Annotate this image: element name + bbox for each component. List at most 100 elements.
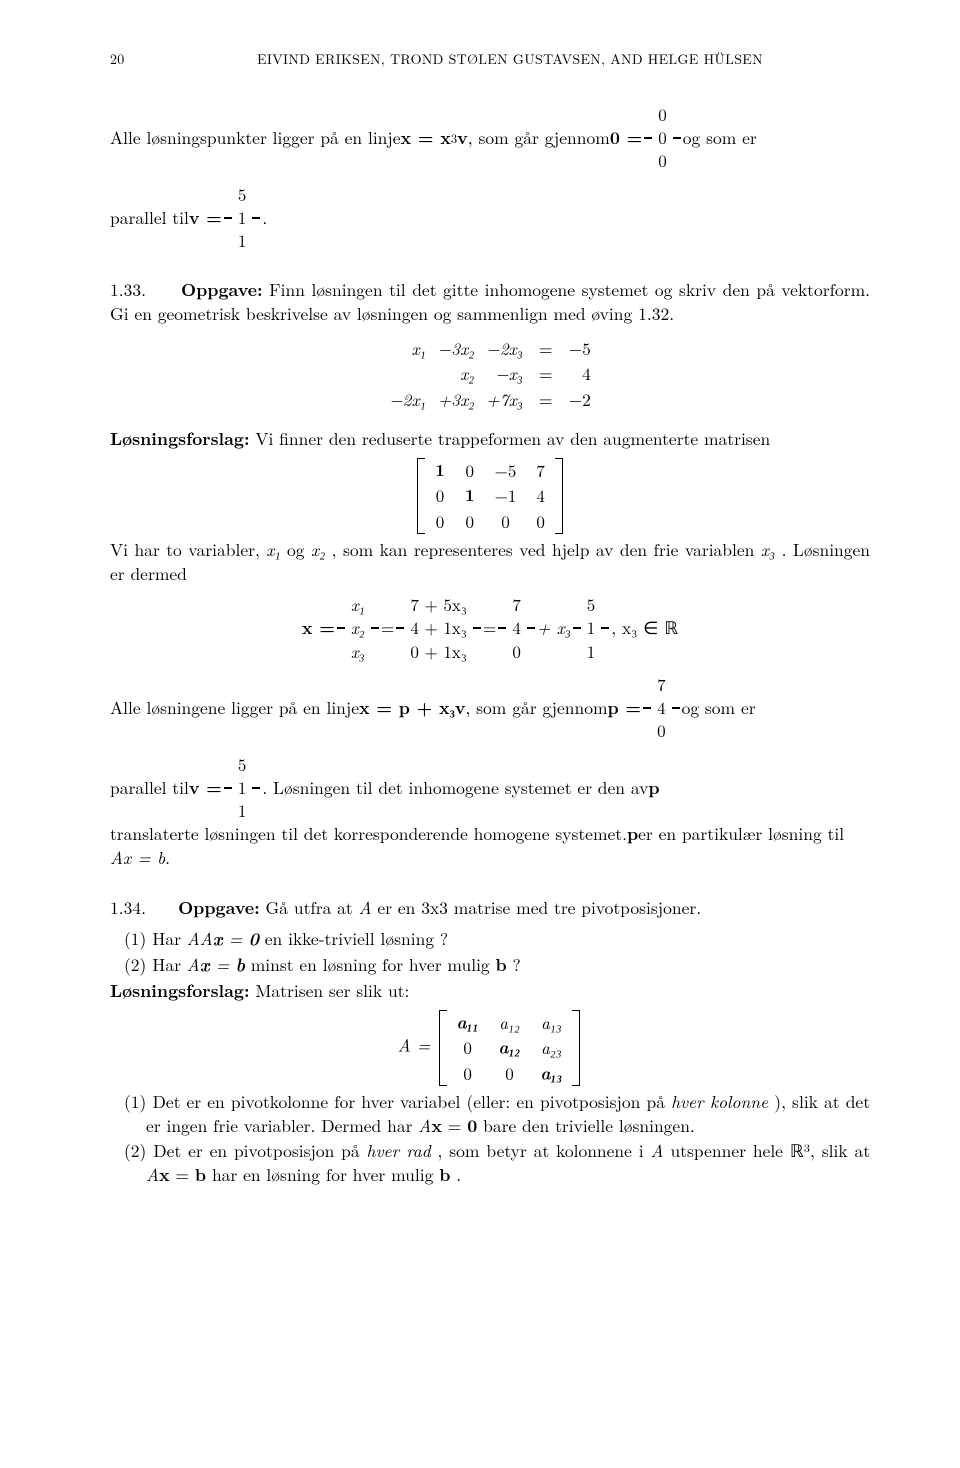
- cell: a₁₃: [530, 1061, 572, 1086]
- cell: 7: [526, 458, 555, 483]
- cell: 7: [506, 593, 527, 616]
- cell: a₂₃: [530, 1035, 572, 1060]
- vec-sym: x₁ x₂ x₃: [337, 593, 379, 663]
- cell: a₁₁: [447, 1010, 489, 1035]
- period: .: [262, 206, 267, 230]
- text: Vi har to variabler,: [110, 537, 266, 562]
- sym: A: [359, 895, 372, 920]
- text: minst en løsning for hver mulig: [251, 952, 496, 977]
- vec-const: 7 4 0: [498, 593, 535, 663]
- cell: +7x₃: [480, 387, 529, 413]
- text: Alle løsningene ligger på en linje: [110, 696, 359, 720]
- cell: 1: [232, 776, 253, 799]
- cell: 1: [455, 483, 485, 508]
- sym: b: [496, 952, 507, 977]
- cell: 0: [489, 1061, 531, 1086]
- parallel-line-2: parallel til v = 5 1 1 . Løsningen til d…: [110, 753, 870, 870]
- cell: 1: [581, 640, 602, 663]
- cell: x₂: [345, 616, 371, 639]
- sym-p: p: [648, 776, 659, 800]
- A-matrix: a₁₁ a₁₂ a₁₃ 0 a₁₂ a₂₃ 0 0 a₁₃: [439, 1010, 581, 1086]
- page: 20 EIVIND ERIKSEN, TROND STØLEN GUSTAVSE…: [0, 0, 960, 1248]
- inline-eqn: Ax = b: [187, 952, 245, 977]
- text: parallel til: [110, 776, 189, 800]
- lf-text: Vi finner den reduserte trappeformen av …: [255, 426, 770, 451]
- vector-p: 7 4 0: [643, 673, 680, 743]
- emph: hver rad: [367, 1138, 431, 1163]
- vec-dir: 5 1 1: [573, 593, 610, 663]
- answer-2: (2) Det er en pivotposisjon på hver rad …: [110, 1139, 870, 1186]
- cell: 4: [526, 483, 555, 508]
- line-p: Alle løsningene ligger på en linje x = p…: [110, 673, 870, 743]
- cell: a₁₃: [530, 1010, 572, 1035]
- cell: 0: [447, 1035, 489, 1060]
- text: ?: [513, 952, 521, 977]
- answer-1: (1) Det er en pivotkolonne for hver vari…: [110, 1090, 870, 1137]
- v-label: v =: [189, 206, 222, 230]
- vector-v: 511: [224, 183, 261, 253]
- text: Det er en pivotposisjon på: [153, 1138, 366, 1163]
- cell: 4: [651, 696, 672, 719]
- text: Matrisen ser slik ut:: [255, 978, 409, 1003]
- text: har en løsning for hver mulig: [212, 1162, 439, 1187]
- cell: 5: [232, 183, 253, 206]
- cell: 0: [447, 1061, 489, 1086]
- cell: 1: [232, 229, 253, 252]
- cell: −1: [485, 483, 527, 508]
- text: parallel til: [110, 206, 189, 230]
- aug-matrix-block: 1 0 −5 7 0 1 −1 4 0 0 0 0: [110, 458, 870, 534]
- sym: v: [457, 126, 468, 150]
- running-head: 20 EIVIND ERIKSEN, TROND STØLEN GUSTAVSE…: [110, 50, 870, 69]
- num: (2): [124, 1138, 146, 1163]
- text: Alle løsningspunkter ligger på en linje: [110, 126, 401, 150]
- cell: −3x₂: [432, 336, 481, 362]
- num: (1): [124, 1089, 146, 1114]
- cell: 0: [652, 126, 673, 149]
- sys-table: x₁ −3x₂ −2x₃ = −5 x₂ −x₃ = 4 −2x₁ +3x₂ +…: [383, 336, 597, 413]
- cell: 0: [455, 509, 485, 534]
- p-label: p =: [608, 696, 642, 720]
- cell: 0: [455, 458, 485, 483]
- parallel-line-1: parallel til v = 511 .: [110, 183, 870, 253]
- aug-matrix: 1 0 −5 7 0 1 −1 4 0 0 0 0: [417, 458, 563, 534]
- two-var-line: Vi har to variabler, x₁ og x₂ , som kan …: [110, 538, 870, 585]
- sec-number: 1.34.: [110, 895, 146, 920]
- cell: 7: [651, 673, 672, 696]
- cell: a₁₂: [489, 1010, 531, 1035]
- cell: 4 + 1x₃: [404, 616, 472, 639]
- text: og: [287, 537, 311, 562]
- zero-label: 0 =: [610, 126, 642, 150]
- eq: =: [483, 616, 497, 640]
- sec-title: Oppgave:: [178, 895, 260, 920]
- lf2: Løsningsforslag: Matrisen ser slik ut:: [110, 979, 870, 1003]
- equation-system: x₁ −3x₂ −2x₃ = −5 x₂ −x₃ = 4 −2x₁ +3x₂ +…: [110, 336, 870, 413]
- inline-eqn: Ax = b: [110, 846, 165, 870]
- solution-equation: x = x₁ x₂ x₃ = 7 + 5x₃ 4 + 1x₃ 0 + 1x₃: [110, 593, 870, 663]
- cell: x₁: [345, 593, 371, 616]
- text: og som er: [682, 696, 756, 720]
- sym: A: [651, 1138, 664, 1163]
- text: Det er en pivotkolonne for hver variabel…: [152, 1089, 671, 1114]
- A-matrix-block: A = a₁₁ a₁₂ a₁₃ 0 a₁₂ a₂₃ 0 0 a₁₃: [110, 1010, 870, 1086]
- cell: 1: [581, 616, 602, 639]
- vector-v-2: 5 1 1: [224, 753, 261, 823]
- cell: 1: [232, 206, 253, 229]
- text: utspenner hele ℝ³, slik at: [670, 1138, 870, 1163]
- cell: −5: [562, 336, 596, 362]
- text: , som går gjennom: [468, 126, 610, 150]
- sec-number: 1.33.: [110, 277, 146, 302]
- section-1-33: 1.33. Oppgave: Finn løsningen til det gi…: [110, 278, 870, 325]
- cell: 0: [485, 509, 527, 534]
- cell: −5: [485, 458, 527, 483]
- text: bare den trivielle løsningen.: [483, 1113, 695, 1138]
- cell: =: [529, 387, 563, 413]
- cell: a₁₂: [489, 1035, 531, 1060]
- cell: −2x₃: [480, 336, 529, 362]
- x3-in-R: , x₃ ∈ ℝ: [611, 616, 678, 640]
- question-1: (1) Har AAx = 0Ax = 0 en ikke-triviell l…: [110, 927, 870, 951]
- cell: 0: [526, 509, 555, 534]
- A-label: A =: [398, 1033, 437, 1058]
- question-2: (2) Har Ax = b minst en løsning for hver…: [110, 953, 870, 977]
- cell: 0: [506, 640, 527, 663]
- cell: 4: [506, 616, 527, 639]
